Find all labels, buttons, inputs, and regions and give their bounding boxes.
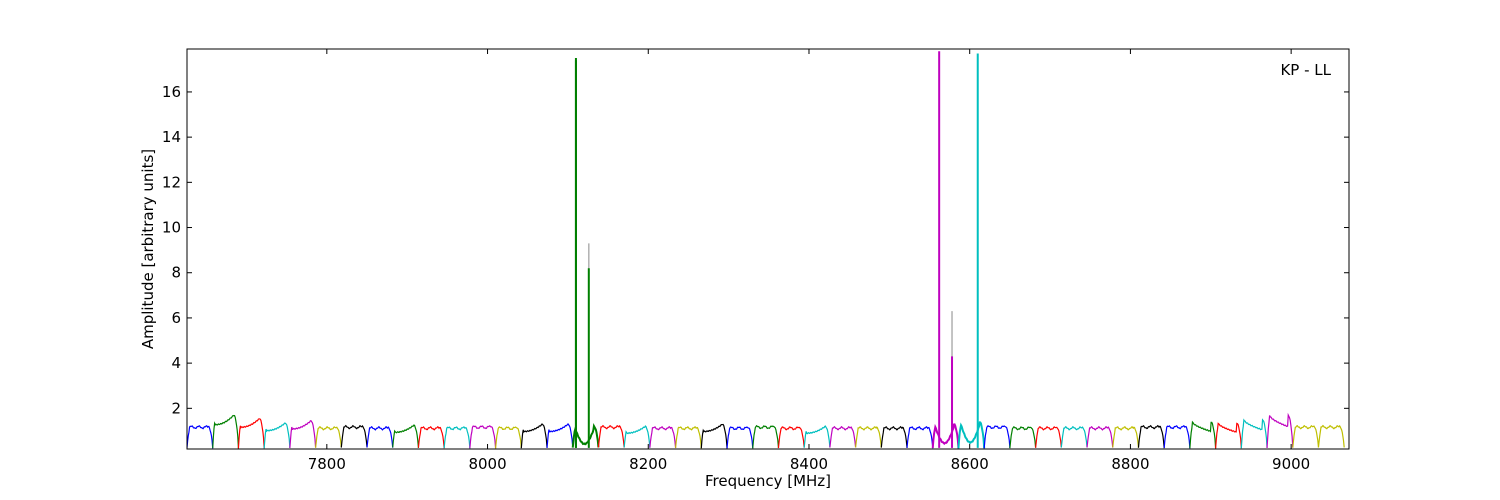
baseline-annotation: KP - LL [1280,61,1331,79]
spike-layer [574,51,979,448]
channel-line [314,426,342,448]
channel-line [289,420,317,449]
channel-line [777,426,805,449]
channel-line [1112,425,1140,448]
channel-line [1215,422,1242,449]
channel-line [1292,424,1320,448]
channel-line [417,425,445,449]
channel-line [700,423,728,449]
y-tick-label: 10 [162,219,181,237]
channel-line [906,426,934,449]
channel-line [494,426,522,449]
channel-line [1086,425,1114,448]
channel-line [237,418,265,449]
x-axis-title: Frequency [MHz] [705,472,831,490]
channel-line [263,422,291,449]
channel-line [623,425,651,448]
channel-line [1240,418,1268,449]
channel-line [366,426,394,448]
channel-line [880,425,908,449]
channel-line [469,425,497,449]
channel-line [340,424,368,448]
channel-line [829,425,857,448]
channel-line [674,426,702,449]
channel-line [443,426,471,449]
y-tick-label: 6 [171,309,181,327]
plot-area [187,412,1345,449]
channel-line [546,423,574,448]
channel-line [854,426,882,448]
channel-line [726,426,754,449]
channel-line [1137,424,1165,449]
x-tick-label: 7800 [308,455,346,473]
x-tick-label: 8200 [629,455,667,473]
channel-line [1317,424,1345,448]
channel-line [1060,425,1088,448]
y-tick-label: 8 [171,264,181,282]
x-tick-label: 8800 [1111,455,1149,473]
channel-line [803,425,831,448]
x-tick-label: 9000 [1272,455,1310,473]
y-tick-label: 14 [162,128,181,146]
y-tick-label: 12 [162,173,181,191]
channel-line [392,424,420,448]
channel-line [1163,425,1191,449]
y-axis: 2 4 6 8 10 12 14 16 [162,83,1349,417]
channel-line [520,423,548,449]
x-tick-label: 8000 [468,455,506,473]
channel-line [1035,426,1062,448]
channel-line [1009,426,1037,449]
channel-line [1189,420,1217,449]
channel-line [752,424,780,449]
x-tick-label: 8400 [790,455,828,473]
channel-line [957,421,986,449]
x-tick-label: 8600 [951,455,989,473]
y-tick-label: 2 [171,399,181,417]
channel-line [931,423,960,449]
plot-frame [186,48,1350,450]
channel-line [571,422,600,448]
channel-line [212,414,240,449]
channel-line [1266,412,1294,449]
x-axis: 7800 8000 8200 8400 8600 8800 9000 [308,49,1310,473]
channel-line [983,425,1011,449]
channel-line [649,425,677,449]
channel-line [597,424,625,448]
y-tick-label: 16 [162,83,181,101]
y-axis-title: Amplitude [arbitrary units] [139,149,157,349]
y-tick-label: 4 [171,354,181,372]
channel-line [187,425,214,449]
